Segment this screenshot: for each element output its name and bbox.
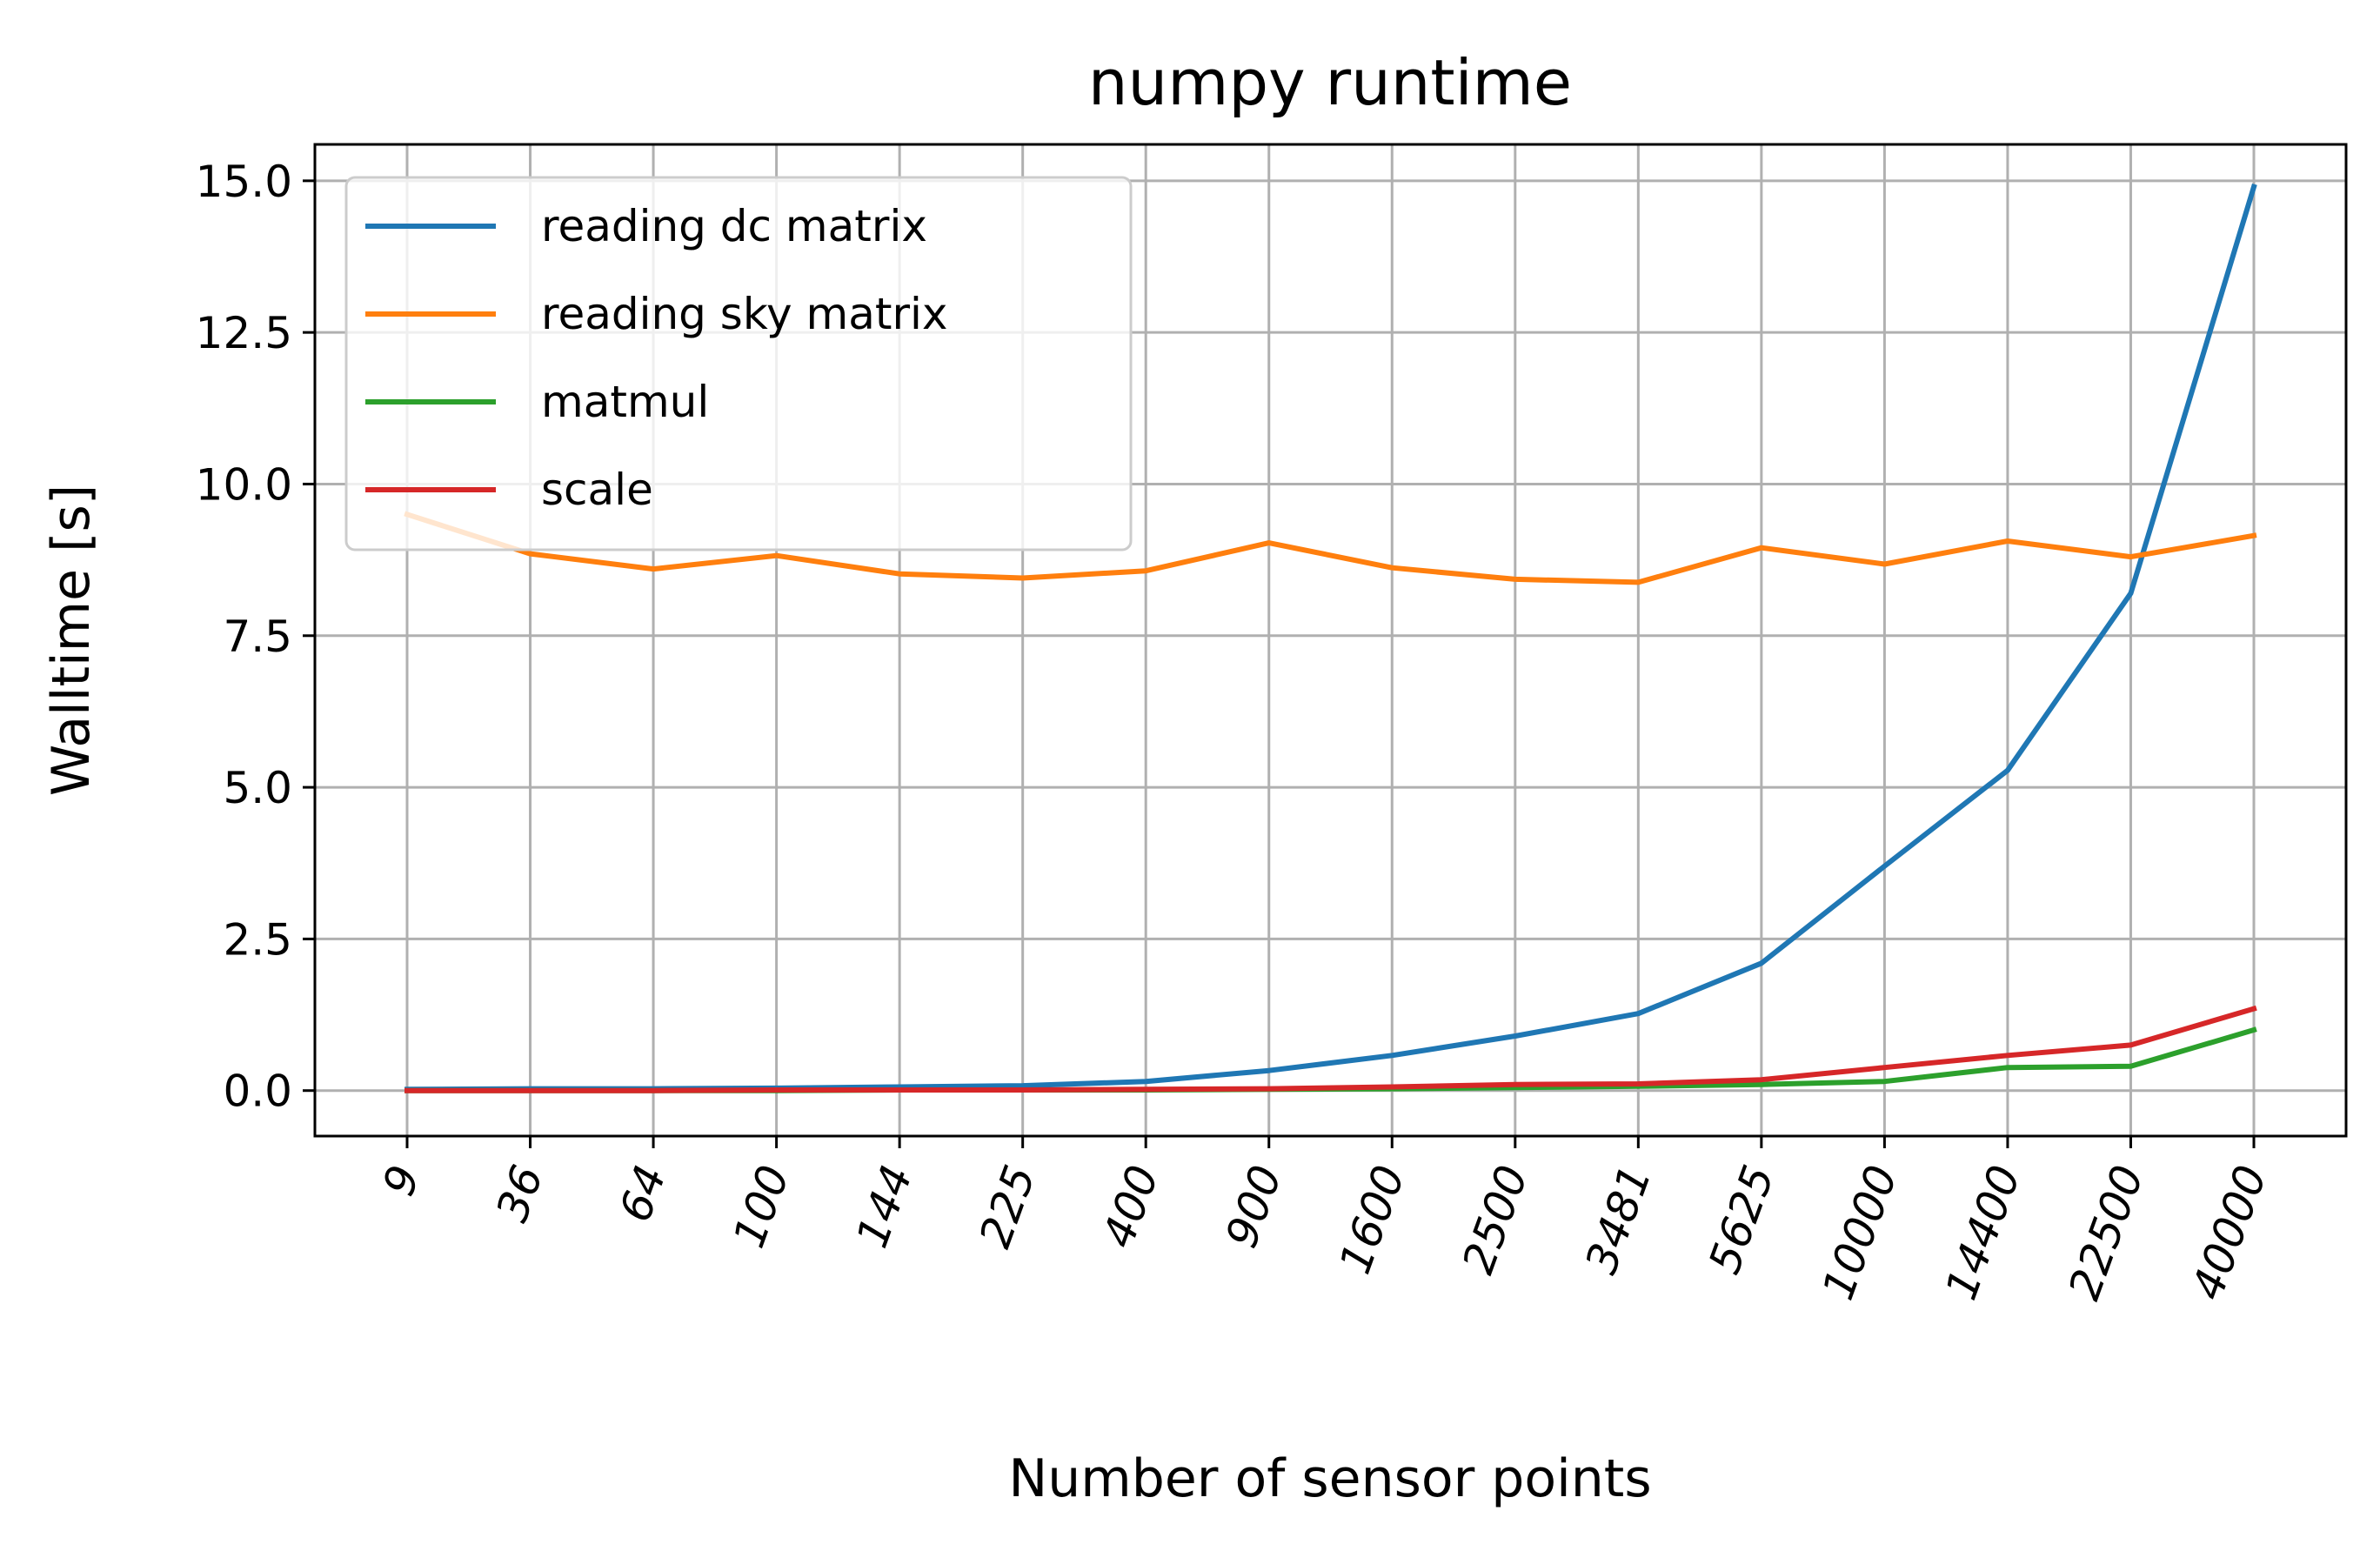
y-tick-label: 0.0: [223, 1066, 292, 1117]
series-line-reading-sky-matrix: [404, 511, 2257, 585]
legend-label: matmul: [541, 377, 709, 427]
y-tick-label: 2.5: [223, 914, 292, 965]
y-tick-label: 7.5: [223, 612, 292, 662]
legend: reading dc matrix reading sky matrix matmu…: [344, 176, 1133, 552]
chart-title: numpy runtime: [1088, 46, 1572, 119]
series-line-scale: [404, 1005, 2257, 1093]
legend-label: reading sky matrix: [541, 289, 948, 339]
y-tick-label: 5.0: [223, 763, 292, 813]
plot-frame: [313, 143, 2348, 1138]
x-axis-label: Number of sensor points: [1008, 1448, 1651, 1509]
legend-label: reading dc matrix: [541, 201, 927, 251]
series-lines: [404, 184, 2257, 1093]
y-tick-label: 10.0: [196, 459, 292, 510]
legend-label: scale: [541, 465, 653, 515]
y-tick-label: 12.5: [196, 308, 292, 358]
legend-box: [344, 176, 1133, 552]
y-axis-label: Walltime [s]: [41, 485, 102, 796]
y-tick-label: 15.0: [196, 157, 292, 207]
